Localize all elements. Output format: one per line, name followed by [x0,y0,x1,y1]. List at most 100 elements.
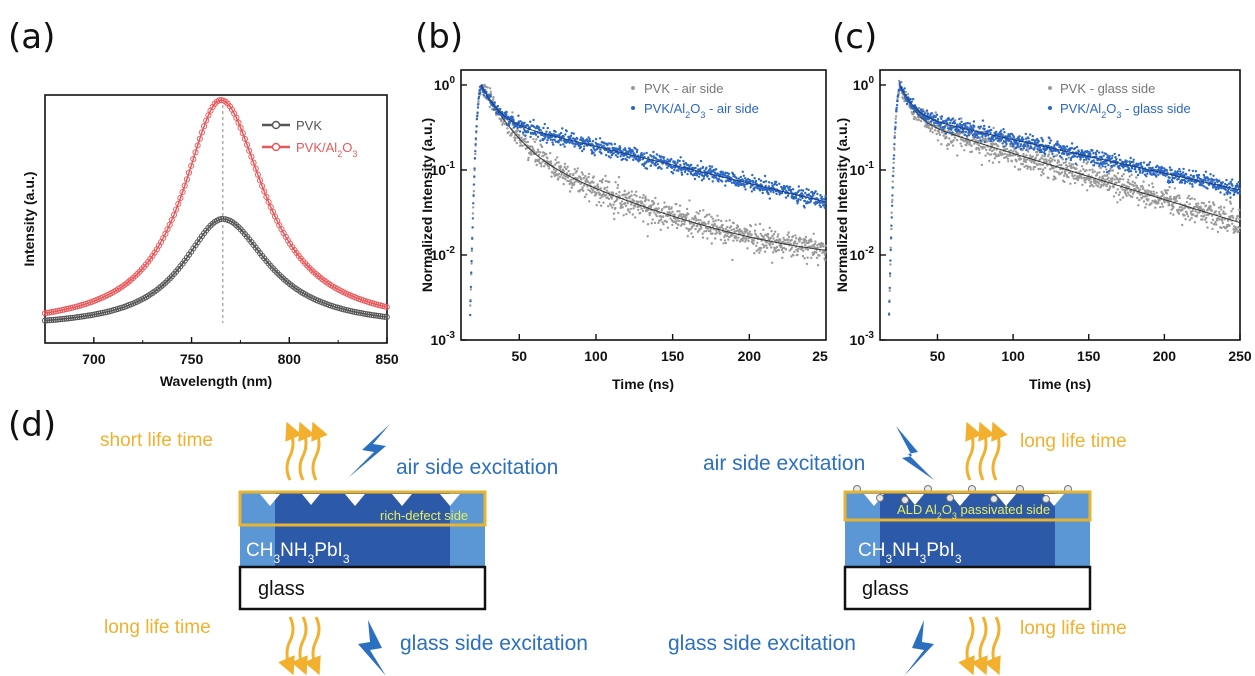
c-point [1220,226,1223,230]
b-point [806,248,810,251]
b-point [477,102,480,106]
b-point [678,159,681,163]
b-point [586,185,589,188]
b-point [469,304,472,307]
c-point [1098,165,1101,168]
b-point [588,137,591,141]
b-point [699,159,703,163]
c-point [1133,181,1137,185]
b-point [567,169,570,173]
b-point [499,107,502,111]
b-point [739,175,742,179]
right-glass-substrate [843,565,1092,611]
c-point [1098,171,1101,174]
c-point [960,120,963,124]
c-point [966,141,969,144]
b-point [812,232,815,235]
b-point [641,209,645,213]
c-point [1222,210,1225,213]
b-point [668,207,671,211]
b-point [723,239,727,242]
b-point [805,187,808,191]
c-point [977,136,980,139]
c-point [968,130,971,133]
b-point [771,234,774,238]
legend-pvk-al2o3-glass-marker [1048,106,1052,110]
c-point [1065,166,1068,170]
c-point [953,136,957,139]
c-point [915,118,918,121]
panel-a-point [366,311,373,318]
c-point [1231,214,1234,218]
b-point [822,245,825,248]
c-point [1183,214,1186,217]
b-point [662,223,665,226]
b-point [809,245,812,248]
c-point [1022,152,1025,156]
b-point [621,206,624,209]
c-point [1204,170,1208,173]
c-point [1104,178,1107,181]
c-point [1117,193,1121,196]
legend-pvk-marker [271,120,281,130]
b-point [786,241,790,244]
c-point [1218,210,1221,214]
c-point [978,151,981,155]
b-point [614,206,617,210]
b-point [640,151,643,155]
b-point [711,232,714,235]
c-point [1012,150,1015,153]
panel-a-point [183,176,190,183]
c-point [975,146,978,150]
b-point [690,163,693,166]
b-point [612,203,615,206]
c-point [1155,191,1158,195]
c-point [1163,167,1166,170]
c-point [1086,160,1089,164]
c-point [1151,182,1154,185]
c-point [1124,169,1127,172]
right-passivated-layer-highlight [843,490,1092,522]
panel-a-point [183,254,190,261]
b-point [669,217,672,220]
b-point [473,175,476,178]
c-point [1203,209,1206,212]
c-point [1224,182,1227,186]
b-point [824,244,827,247]
c-point [1130,173,1133,176]
c-point [1219,191,1222,194]
b-point [562,143,565,146]
c-point [1147,189,1150,193]
b-point [590,191,594,194]
b-point [803,199,807,203]
b-point [570,178,573,181]
c-point [1005,138,1008,141]
c-point [1116,172,1120,175]
b-point [566,179,569,183]
b-point [628,156,631,159]
c-xtick-label: 200 [1153,348,1177,364]
c-point [1010,141,1013,144]
b-point [649,211,652,215]
b-point [805,241,808,245]
b-point [476,111,479,114]
b-point [702,177,705,180]
c-point [1087,179,1091,182]
b-point [775,180,778,184]
c-point [1052,146,1056,149]
b-point [776,235,779,238]
b-point [657,221,660,225]
left-perovskite-dark [275,492,450,567]
c-point [1050,160,1053,163]
c-point [1219,213,1222,217]
b-point [705,213,709,217]
b-point [759,232,762,236]
b-point [493,101,496,104]
b-point [804,247,807,251]
c-point [898,89,901,92]
c-point [1225,178,1228,182]
c-point [1047,153,1051,156]
b-point [558,175,562,178]
b-point [619,146,622,150]
c-point [1106,182,1110,185]
